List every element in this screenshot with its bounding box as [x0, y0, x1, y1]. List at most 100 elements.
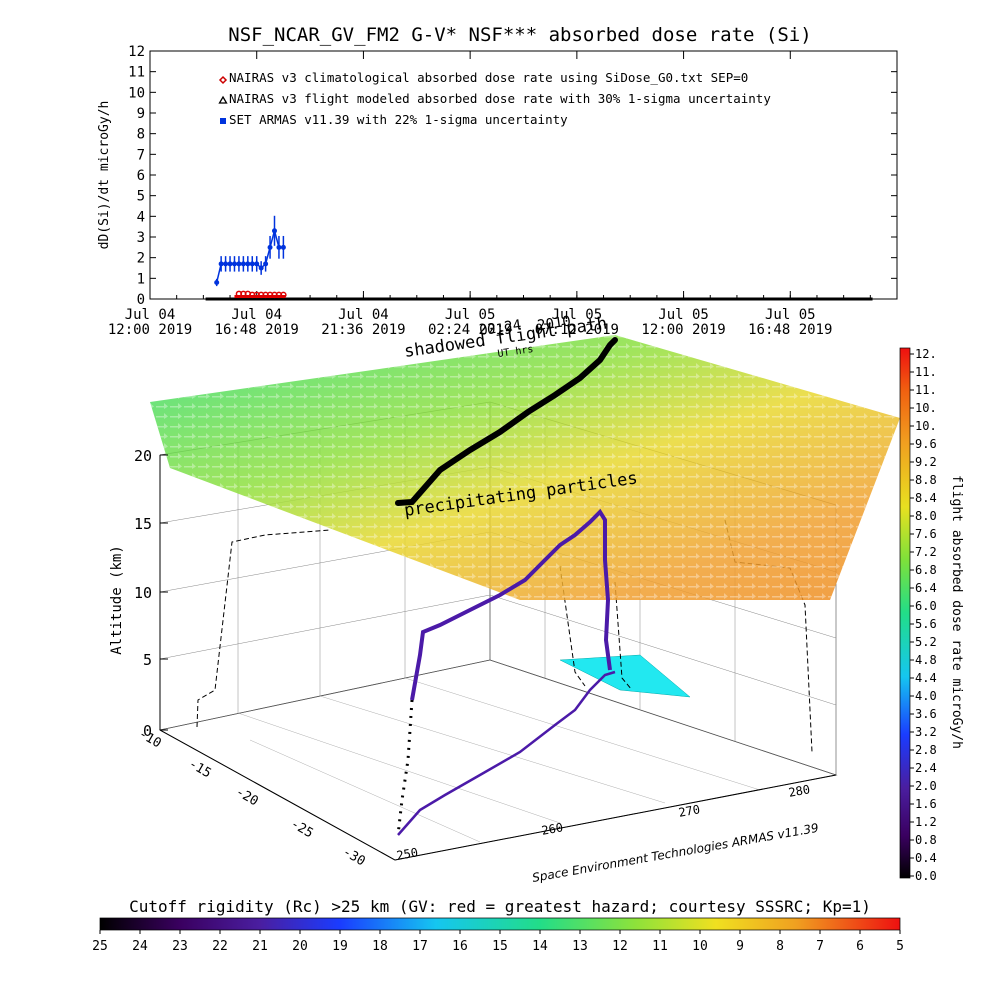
data-point-armas [276, 244, 282, 250]
dose-tick-label: 4.0 [915, 689, 937, 703]
rc-tick-label: 8 [776, 939, 784, 954]
legend-marker [220, 118, 226, 124]
dose-tick-label: 2.8 [915, 743, 937, 757]
ground-track [397, 670, 616, 836]
data-point-armas [218, 261, 224, 267]
series-line-armas [215, 227, 284, 283]
x-tick-label-date: Jul 05 [765, 307, 816, 323]
data-point-armas [267, 244, 273, 250]
rc-tick-label: 22 [212, 939, 228, 954]
dose-colorbar-label: flight absorbed dose rate microGy/h [949, 475, 964, 749]
legend-label: NAIRAS v3 flight modeled absorbed dose r… [229, 91, 771, 106]
rc-tick-label: 23 [172, 939, 188, 954]
z-tick-label: 15 [134, 515, 152, 533]
data-point-armas [231, 261, 237, 267]
rc-tick-label: 15 [492, 939, 508, 954]
x-tick-label-date: Jul 05 [552, 307, 603, 323]
x-tick-label-time: 16:48 2019 [215, 322, 299, 338]
dose-tick-label: 9.2 [915, 455, 937, 469]
rc-tick-label: 13 [572, 939, 588, 954]
top-y-axis-label: dD(Si)/dt microGy/h [97, 101, 112, 250]
x-tick-label-time: 21:36 2019 [321, 322, 405, 338]
dose-tick-label: 6.0 [915, 599, 937, 613]
z-tick-label: 5 [143, 651, 152, 669]
legend-label: NAIRAS v3 climatological absorbed dose r… [229, 70, 748, 85]
cutoff-rigidity-ticks: 25 24 23 22 21 20 19 18 17 16 15 14 13 12 11 10 9 8 7 6 5 [92, 930, 904, 954]
floor-plane [158, 659, 838, 861]
cutoff-rigidity-bar [99, 917, 901, 931]
dose-tick-label: 10. [915, 401, 937, 415]
rc-tick-label: 9 [736, 939, 744, 954]
lat-tick-label: -30 [340, 845, 368, 870]
z-tick-label: 10 [134, 584, 152, 602]
cutoff-rigidity-title: Cutoff rigidity (Rc) >25 km (GV: red = g… [129, 897, 871, 916]
lon-tick-label: 280 [787, 782, 811, 800]
z-tick-label: 0 [143, 722, 152, 740]
dose-tick-label: 11. [915, 383, 937, 397]
top-plot-frame [149, 50, 898, 300]
rc-tick-label: 5 [896, 939, 904, 954]
x-tick-label-time: 12:00 2019 [641, 322, 725, 338]
lon-tick-label: 260 [540, 820, 564, 838]
lat-axis [159, 729, 396, 861]
dose-tick-label: 1.2 [915, 815, 937, 829]
trace-tick-1: 2010 [536, 313, 572, 334]
lon-axis [394, 774, 837, 861]
y-tick-label: 8 [137, 127, 145, 143]
data-point-armas [272, 228, 277, 234]
y-tick-label: 5 [137, 189, 145, 205]
dose-tick-label: 8.8 [915, 473, 937, 487]
y-tick-label: 10 [128, 85, 145, 101]
dose-tick-label: 5.2 [915, 635, 937, 649]
y-tick-label: 3 [137, 230, 145, 246]
x-tick-label-date: Jul 05 [445, 307, 496, 323]
trace-tick-0: 02:24 [478, 317, 522, 339]
dose-tick-label: 0.4 [915, 851, 937, 865]
dose-tick-label: 3.2 [915, 725, 937, 739]
legend-label: SET ARMAS v11.39 with 22% 1-sigma uncert… [229, 112, 568, 127]
trajectory-descent [396, 699, 414, 836]
data-point-armas [223, 261, 229, 267]
legend-marker [218, 95, 228, 104]
x-tick-label-date: Jul 04 [231, 307, 282, 323]
rc-tick-label: 10 [692, 939, 708, 954]
credit-label: Space Environment Technologies ARMAS v11… [531, 821, 820, 885]
lat-tick-label: -10 [136, 727, 164, 752]
data-point-armas [245, 261, 251, 267]
dose-tick-label: 6.8 [915, 563, 937, 577]
dose-tick-label: 0.0 [915, 869, 937, 883]
ut-hours-label: UT hrs [497, 344, 534, 360]
y-tick-label: 12 [128, 44, 145, 60]
rc-tick-label: 25 [92, 939, 108, 954]
flight-trajectory-3d [410, 508, 612, 701]
rc-tick-label: 7 [816, 939, 824, 954]
dose-tick-label: 3.6 [915, 707, 937, 721]
z-tick-label: 20 [134, 447, 152, 465]
data-point-armas [214, 279, 220, 285]
rc-tick-label: 18 [372, 939, 388, 954]
dose-tick-label: 10. [915, 419, 937, 433]
y-tick-label: 1 [137, 271, 145, 287]
data-point-armas [249, 261, 255, 267]
top-series [205, 215, 873, 301]
rc-tick-label: 6 [856, 939, 864, 954]
lon-tick-label: 270 [677, 802, 701, 820]
z-ticks: 0 5 10 15 20 [134, 447, 168, 740]
rc-tick-label: 19 [332, 939, 348, 954]
dose-tick-label: 6.4 [915, 581, 937, 595]
lat-tick-label: -25 [288, 817, 316, 842]
lat-tick-label: -20 [233, 785, 261, 810]
y-tick-label: 2 [137, 251, 145, 267]
x-tick-label-time: 12:00 2019 [108, 322, 192, 338]
data-point-armas [280, 244, 286, 250]
x-tick-label-date: Jul 04 [338, 307, 389, 323]
dose-tick-label: 8.4 [915, 491, 937, 505]
lat-tick-label: -15 [186, 757, 214, 782]
dose-tick-label: 12. [915, 347, 937, 361]
top-panel: NSF_NCAR_GV_FM2 G-V* NSF*** absorbed dos… [97, 24, 898, 338]
x-tick-label-time: 16:48 2019 [748, 322, 832, 338]
dose-tick-label: 9.6 [915, 437, 937, 451]
dose-tick-label: 2.0 [915, 779, 937, 793]
